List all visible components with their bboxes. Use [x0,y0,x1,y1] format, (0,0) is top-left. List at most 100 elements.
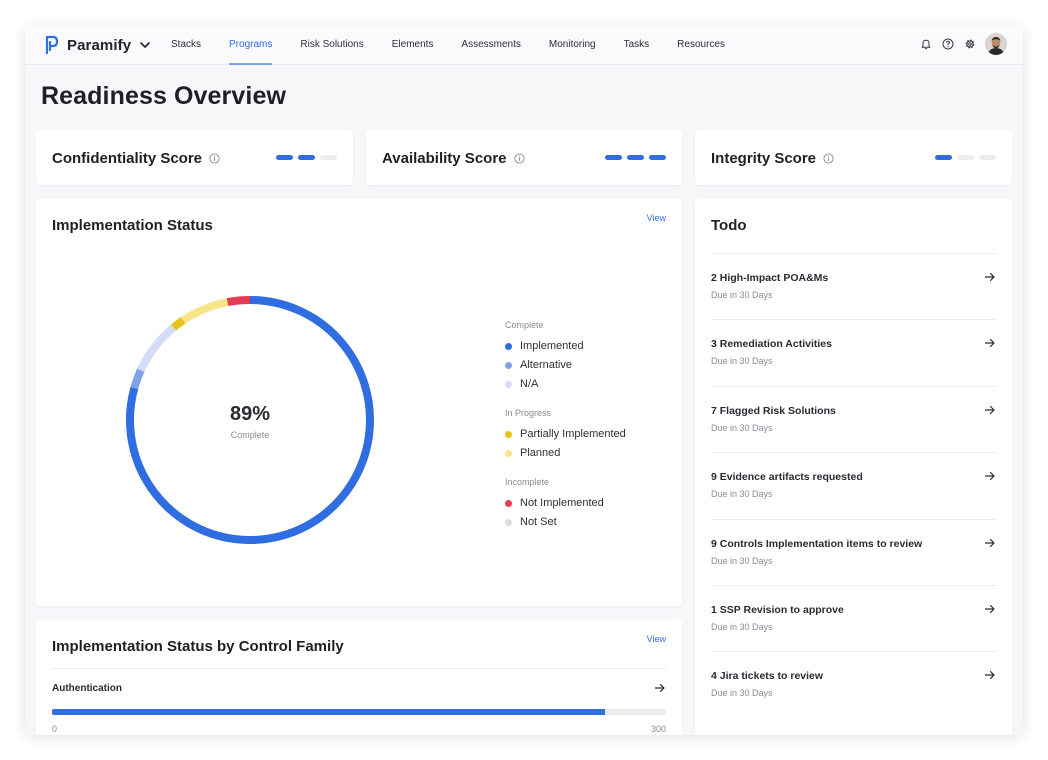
legend-dot [505,343,512,350]
arrow-right-icon[interactable] [984,537,996,549]
todo-item-due: Due in 30 Days [711,555,773,566]
completion-caption: Complete [230,430,270,440]
confidentiality-score-card: Confidentiality Score [36,130,353,185]
availability-score-card: Availability Score [366,130,682,185]
todo-item[interactable]: 7 Flagged Risk Solutions Due in 30 Days [711,385,996,452]
help-icon[interactable] [937,33,959,55]
todo-item-title: 2 High-Impact POA&Ms [711,272,829,284]
nav-link-programs[interactable]: Programs [229,25,273,65]
todo-item-title: 4 Jira tickets to review [711,670,824,683]
donut-segment-n-a [137,324,177,373]
legend-item-not-implemented: Not Implemented [505,494,675,513]
nav-link-resources[interactable]: Resources [677,39,725,50]
score-pill [605,155,622,160]
confidentiality-score-meter [271,155,337,160]
implementation-status-card: Implementation Status View 89% Complete … [36,198,682,606]
authentication-progress-fill [52,709,605,715]
authentication-progress-track [52,709,666,715]
arrow-right-icon[interactable] [984,470,996,482]
todo-item[interactable]: 4 Jira tickets to review Due in 30 Days [711,651,996,717]
brand-name: Paramify [67,36,132,54]
todo-item[interactable]: 9 Evidence artifacts requested Due in 30… [711,452,996,518]
todo-item[interactable]: 2 High-Impact POA&Ms Due in 30 Days [711,253,996,319]
todo-item-due: Due in 30 Days [711,290,773,300]
arrow-right-icon[interactable] [984,669,996,681]
score-pill [957,155,974,160]
confidentiality-score-title: Confidentiality Score [52,150,203,167]
legend-item-partially-implemented: Partially Implemented [505,425,675,444]
donut-segment-alternative [130,368,145,390]
legend-dot [505,450,512,457]
score-pill [627,155,644,160]
control-family-view-link[interactable]: View [646,634,666,644]
todo-item-title: 7 Flagged Risk Solutions [711,404,836,417]
implementation-donut-chart [126,296,374,544]
arrow-right-icon[interactable] [984,337,996,349]
todo-item-due: Due in 30 Days [711,422,773,433]
todo-card: Todo 2 High-Impact POA&Ms Due in 30 Days… [695,198,1012,735]
legend-item-alternative: Alternative [505,356,675,375]
arrow-right-icon[interactable] [984,404,996,416]
brand-switcher[interactable]: Paramify [45,35,151,55]
todo-title: Todo [711,217,747,234]
nav-actions [915,33,1007,55]
status-legend: Complete Implemented Alternative N/A In … [505,318,675,532]
bell-icon[interactable] [915,33,937,55]
donut-segment-partially-implemented [170,317,186,331]
legend-label: Not Implemented [520,497,604,509]
todo-item[interactable]: 1 SSP Revision to approve Due in 30 Days [711,584,996,651]
info-icon[interactable] [823,153,834,164]
legend-group-in-progress: In Progress [505,408,552,418]
main-nav: Stacks Programs Risk Solutions Elements … [171,25,753,65]
legend-group-incomplete: Incomplete [505,477,550,487]
legend-item-implemented: Implemented [505,337,675,356]
top-navigation: Paramify Stacks Programs Risk Solutions … [25,25,1023,65]
control-family-title: Implementation Status by Control Family [52,638,344,655]
info-icon[interactable] [513,153,525,164]
completion-percentage: 89% [229,403,271,425]
todo-list: 2 High-Impact POA&Ms Due in 30 Days 3 Re… [711,253,996,718]
legend-item-na: N/A [505,375,675,394]
todo-item[interactable]: 9 Controls Implementation items to revie… [711,518,996,585]
score-pill [649,155,666,160]
legend-group-complete: Complete [505,320,544,330]
arrow-right-icon[interactable] [654,682,666,694]
user-avatar[interactable] [985,33,1007,55]
legend-label: N/A [520,378,539,390]
nav-link-stacks[interactable]: Stacks [171,39,202,50]
todo-item[interactable]: 3 Remediation Activities Due in 30 Days [711,319,996,385]
nav-link-risk-solutions[interactable]: Risk Solutions [300,39,364,50]
progress-min-label: 0 [52,724,58,734]
score-title-row: Integrity Score [711,150,834,167]
legend-label: Partially Implemented [520,428,626,440]
control-family-card: Implementation Status by Control Family … [36,619,682,735]
gear-icon[interactable] [959,33,981,55]
nav-link-monitoring[interactable]: Monitoring [548,39,596,50]
todo-item-title: 1 SSP Revision to approve [711,603,844,616]
todo-item-due: Due in 30 Days [711,688,773,699]
legend-label: Planned [520,447,561,459]
score-pill [320,155,337,160]
nav-link-tasks[interactable]: Tasks [623,39,650,50]
control-family-name: Authentication [52,683,122,694]
integrity-score-card: Integrity Score [695,130,1012,185]
integrity-score-title: Integrity Score [711,150,817,167]
legend-dot [505,519,512,526]
availability-score-meter [600,155,666,160]
todo-item-due: Due in 30 Days [711,489,773,500]
info-icon[interactable] [209,153,220,164]
control-family-row-authentication[interactable]: Authentication [52,668,666,712]
legend-dot [505,362,512,369]
todo-item-title: 9 Evidence artifacts requested [711,471,863,484]
arrow-right-icon[interactable] [984,271,996,283]
score-title-row: Availability Score [382,150,525,167]
nav-link-elements[interactable]: Elements [391,39,434,50]
legend-dot [505,500,512,507]
donut-segment-not-implemented [226,296,251,307]
implementation-view-link[interactable]: View [646,213,666,223]
availability-score-title: Availability Score [382,150,507,167]
nav-link-assessments[interactable]: Assessments [461,39,521,50]
arrow-right-icon[interactable] [984,603,996,615]
score-pill [298,155,315,160]
score-pill [979,155,996,160]
